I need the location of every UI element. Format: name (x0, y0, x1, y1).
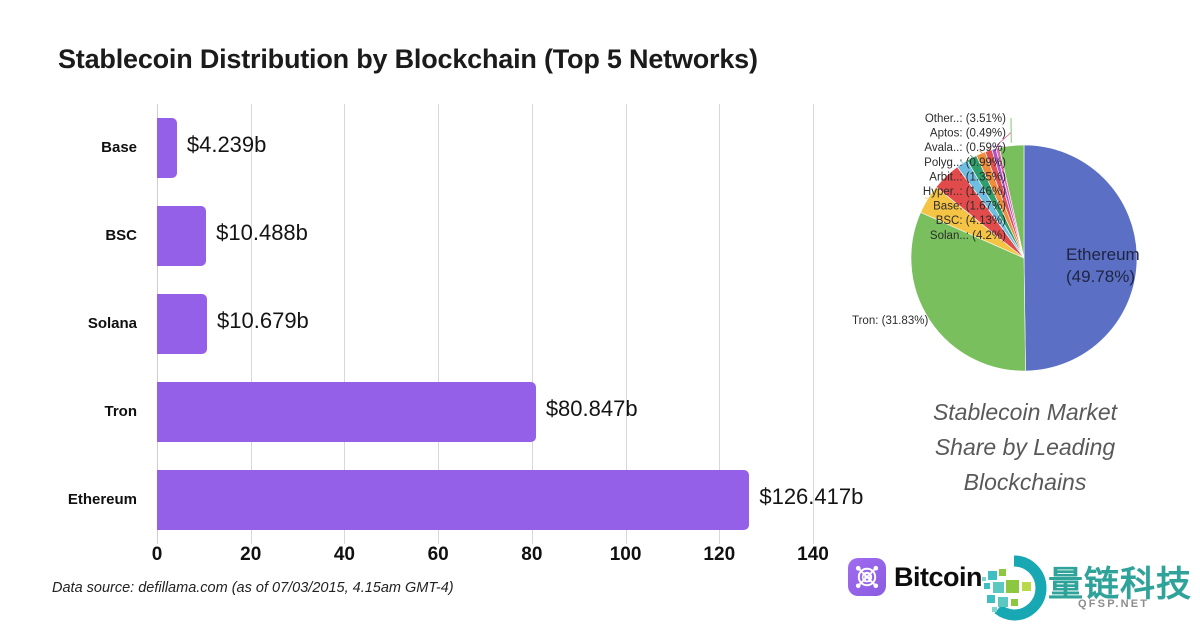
qfsp-chinese-wordmark: 量链科技 (1048, 565, 1193, 605)
pie-label-hyper: Hyper..: (1.46%) (923, 186, 1006, 198)
x-tick-label-100: 100 (609, 544, 642, 565)
pie-label-base: Base: (1.67%) (933, 201, 1006, 213)
caption-line-2: Share by Leading (934, 434, 1116, 460)
x-tick-label-60: 60 (427, 544, 449, 565)
bar-bsc[interactable] (157, 206, 207, 266)
bitcoin-wordmark: Bitcoin (894, 561, 983, 592)
qfsp-logo[interactable]: 量链科技 QFSP.NET (980, 552, 1200, 624)
x-tick-label-80: 80 (521, 544, 543, 565)
pie-slice-tron[interactable] (910, 212, 1026, 372)
x-tick-label-140: 140 (797, 544, 829, 565)
caption-line-1: Stablecoin Market (932, 399, 1118, 425)
x-tick-label-40: 40 (333, 544, 355, 565)
bar-value-label: $126.417b (759, 484, 864, 509)
qfsp-domain-text: QFSP.NET (1078, 598, 1150, 610)
pie-leader-line-tron (935, 315, 957, 321)
x-tick-label-0: 0 (151, 544, 163, 565)
bar-category-axis: Base BSC Solana Tron Ethereum (0, 104, 147, 544)
pie-label-solan: Solan..: (4.2%) (930, 230, 1006, 242)
bar-value-label: $80.847b (545, 396, 638, 421)
pie-label-tron: Tron: (31.83%) (852, 315, 928, 327)
bitcoin-logo[interactable]: Bitcoin (848, 558, 983, 596)
gridline-140 (813, 104, 814, 544)
bar-value-label: $10.488b (216, 220, 308, 245)
bar-category-label-base: Base (101, 139, 137, 156)
bar-value-label: $4.239b (186, 132, 267, 157)
pie-label-arbit: Arbit..: (1.35%) (929, 171, 1006, 183)
pie-chart: Ethereum (49.78%) Tron: (31.83%) Other..: (… (824, 110, 1200, 400)
gridline-40 (344, 104, 346, 544)
pie-label-avala: Avala..: (0.59%) (924, 142, 1006, 154)
gridline-20 (250, 104, 252, 544)
bar-plot-area: $4.239b $10.488b $10.679b $80.847b $126.417b (157, 104, 863, 544)
page-title: Stablecoin Distribution by Blockchain (T… (58, 44, 758, 74)
x-tick-label-120: 120 (703, 544, 736, 565)
pie-chart-svg: Ethereum (49.78%) Tron: (31.83%) Other..: (… (852, 113, 1140, 372)
bar-ethereum[interactable] (157, 470, 750, 530)
qfsp-pixel-circle-icon (982, 555, 1047, 621)
pie-leader-line (996, 132, 1012, 146)
bar-base[interactable] (157, 118, 177, 178)
bar-tron[interactable] (157, 382, 536, 442)
pie-slice-other[interactable] (998, 144, 1025, 259)
pie-label-bsc: BSC: (4.13%) (936, 215, 1006, 227)
bar-x-axis-ticks: 0 20 40 60 80 100 120 140 (152, 544, 837, 572)
bar-category-label-tron: Tron (104, 403, 138, 420)
bar-category-label-ethereum: Ethereum (67, 491, 137, 508)
gridline-100 (625, 104, 627, 544)
caption-line-3: Blockchains (963, 469, 1087, 495)
bar-category-label-bsc: BSC (105, 227, 137, 244)
data-source-note: Data source: defillama.com (as of 07/03/… (52, 580, 454, 596)
bar-solana[interactable] (157, 294, 208, 354)
gridline-80 (531, 104, 533, 544)
pie-label-ethereum-percent: (49.78%) (1066, 267, 1135, 286)
bar-category-label-solana: Solana (87, 315, 137, 332)
pie-chart-caption: Stablecoin Market Share by Leading Block… (880, 395, 1170, 500)
logo-strip: Bitcoin 量链科技 QFSP.NET (848, 552, 1200, 624)
gridline-120 (719, 104, 721, 544)
x-tick-label-20: 20 (240, 544, 262, 565)
bitcoin-atom-icon (848, 558, 886, 596)
pie-label-aptos: Aptos: (0.49%) (930, 128, 1006, 140)
pie-slice-ethereum[interactable] (1023, 144, 1138, 372)
pie-label-ethereum-name: Ethereum (1066, 245, 1140, 264)
bar-chart: $4.239b $10.488b $10.679b $80.847b $126.417b (0, 96, 863, 566)
pie-label-other: Other..: (3.51%) (925, 113, 1006, 125)
pie-label-polyg: Polyg..: (0.99%) (924, 157, 1006, 169)
bar-value-label: $10.679b (217, 308, 309, 333)
gridline-60 (438, 104, 440, 544)
